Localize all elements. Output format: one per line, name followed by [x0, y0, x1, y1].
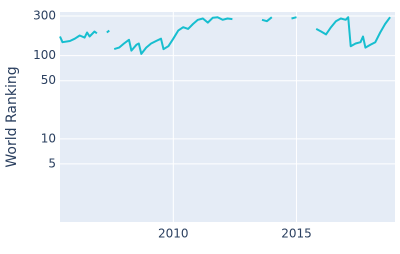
y-tick-label: 300 [33, 8, 56, 22]
data-line [59, 16, 391, 55]
y-tick-label: 5 [48, 156, 56, 170]
y-tick-label: 100 [33, 48, 56, 62]
y-tick-label: 10 [41, 131, 56, 145]
plot-area [60, 12, 395, 222]
y-axis-title: World Ranking [4, 66, 20, 167]
x-tick-label: 2010 [158, 227, 189, 241]
x-tick-label: 2015 [281, 227, 312, 241]
y-tick-label: 50 [41, 73, 56, 87]
